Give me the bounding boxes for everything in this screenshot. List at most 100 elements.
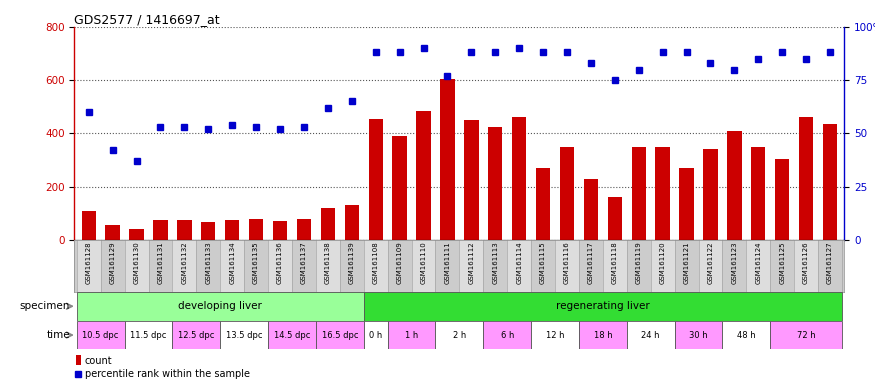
Text: GDS2577 / 1416697_at: GDS2577 / 1416697_at bbox=[74, 13, 220, 26]
Bar bbox=[607, 197, 622, 240]
Bar bbox=[483, 240, 508, 292]
Bar bbox=[249, 219, 263, 240]
Bar bbox=[626, 321, 675, 349]
Text: 16.5 dpc: 16.5 dpc bbox=[321, 331, 358, 339]
Text: GSM161127: GSM161127 bbox=[827, 242, 833, 284]
Text: GSM161137: GSM161137 bbox=[301, 242, 307, 284]
Text: GSM161119: GSM161119 bbox=[636, 242, 641, 284]
Bar bbox=[77, 321, 124, 349]
Bar bbox=[818, 240, 842, 292]
Bar bbox=[483, 321, 531, 349]
Bar bbox=[316, 321, 364, 349]
Bar bbox=[655, 147, 669, 240]
Bar bbox=[799, 118, 813, 240]
Bar bbox=[770, 321, 842, 349]
Bar bbox=[488, 127, 502, 240]
Bar bbox=[273, 221, 287, 240]
Bar bbox=[723, 240, 746, 292]
Bar bbox=[531, 240, 555, 292]
Bar bbox=[201, 222, 215, 240]
Bar bbox=[416, 111, 430, 240]
Bar bbox=[822, 124, 837, 240]
Text: GSM161118: GSM161118 bbox=[612, 242, 618, 284]
Bar bbox=[560, 147, 574, 240]
Text: 1 h: 1 h bbox=[405, 331, 418, 339]
Text: specimen: specimen bbox=[19, 301, 70, 311]
Text: developing liver: developing liver bbox=[178, 301, 262, 311]
Bar bbox=[531, 321, 579, 349]
Bar bbox=[440, 79, 455, 240]
Text: GSM161134: GSM161134 bbox=[229, 242, 235, 284]
Bar bbox=[603, 240, 626, 292]
Bar bbox=[345, 205, 359, 240]
Bar bbox=[172, 321, 220, 349]
Bar bbox=[794, 240, 818, 292]
Text: GSM161122: GSM161122 bbox=[708, 242, 713, 284]
Text: count: count bbox=[85, 356, 113, 366]
Text: 2 h: 2 h bbox=[452, 331, 466, 339]
Bar bbox=[225, 220, 240, 240]
Bar bbox=[632, 147, 646, 240]
Text: 14.5 dpc: 14.5 dpc bbox=[274, 331, 310, 339]
Bar bbox=[746, 240, 770, 292]
Bar bbox=[172, 240, 196, 292]
Bar bbox=[751, 147, 766, 240]
Bar bbox=[675, 321, 723, 349]
Bar bbox=[536, 168, 550, 240]
Bar bbox=[679, 168, 694, 240]
Text: 30 h: 30 h bbox=[690, 331, 708, 339]
Bar bbox=[512, 118, 527, 240]
Bar bbox=[651, 240, 675, 292]
Text: 13.5 dpc: 13.5 dpc bbox=[226, 331, 262, 339]
Text: GSM161124: GSM161124 bbox=[755, 242, 761, 284]
Bar bbox=[124, 240, 149, 292]
Bar bbox=[698, 240, 723, 292]
Text: 12.5 dpc: 12.5 dpc bbox=[178, 331, 214, 339]
Text: 6 h: 6 h bbox=[500, 331, 514, 339]
Text: GSM161115: GSM161115 bbox=[540, 242, 546, 284]
Bar bbox=[584, 179, 598, 240]
Text: GSM161139: GSM161139 bbox=[349, 242, 354, 284]
Text: GSM161133: GSM161133 bbox=[206, 242, 211, 284]
Text: 72 h: 72 h bbox=[797, 331, 816, 339]
Bar bbox=[392, 136, 407, 240]
Bar bbox=[727, 131, 741, 240]
Bar bbox=[244, 240, 268, 292]
Bar bbox=[579, 240, 603, 292]
Text: GSM161138: GSM161138 bbox=[325, 242, 331, 284]
Bar bbox=[411, 240, 436, 292]
Bar bbox=[292, 240, 316, 292]
Text: GSM161121: GSM161121 bbox=[683, 242, 690, 284]
Bar bbox=[675, 240, 698, 292]
Text: GSM161135: GSM161135 bbox=[253, 242, 259, 284]
Text: GSM161129: GSM161129 bbox=[109, 242, 116, 284]
Bar bbox=[770, 240, 794, 292]
Bar bbox=[220, 321, 268, 349]
Bar bbox=[81, 211, 96, 240]
Text: 24 h: 24 h bbox=[641, 331, 660, 339]
Text: GSM161130: GSM161130 bbox=[134, 242, 139, 284]
Text: GSM161113: GSM161113 bbox=[493, 242, 498, 284]
Text: percentile rank within the sample: percentile rank within the sample bbox=[85, 369, 250, 379]
Text: GSM161109: GSM161109 bbox=[396, 242, 402, 284]
Text: 12 h: 12 h bbox=[546, 331, 564, 339]
Bar bbox=[704, 149, 717, 240]
Text: GSM161111: GSM161111 bbox=[444, 242, 451, 284]
Bar bbox=[124, 321, 172, 349]
Bar bbox=[101, 240, 124, 292]
Bar bbox=[196, 240, 220, 292]
Text: 0 h: 0 h bbox=[369, 331, 382, 339]
Text: regenerating liver: regenerating liver bbox=[556, 301, 650, 311]
Bar bbox=[364, 292, 842, 321]
Bar bbox=[77, 292, 364, 321]
Bar bbox=[436, 240, 459, 292]
Bar bbox=[297, 219, 311, 240]
Bar bbox=[775, 159, 789, 240]
Bar bbox=[340, 240, 364, 292]
Bar bbox=[320, 208, 335, 240]
Text: 11.5 dpc: 11.5 dpc bbox=[130, 331, 167, 339]
Bar bbox=[316, 240, 340, 292]
Text: GSM161131: GSM161131 bbox=[158, 242, 164, 284]
Text: time: time bbox=[46, 330, 70, 340]
Bar bbox=[364, 240, 388, 292]
